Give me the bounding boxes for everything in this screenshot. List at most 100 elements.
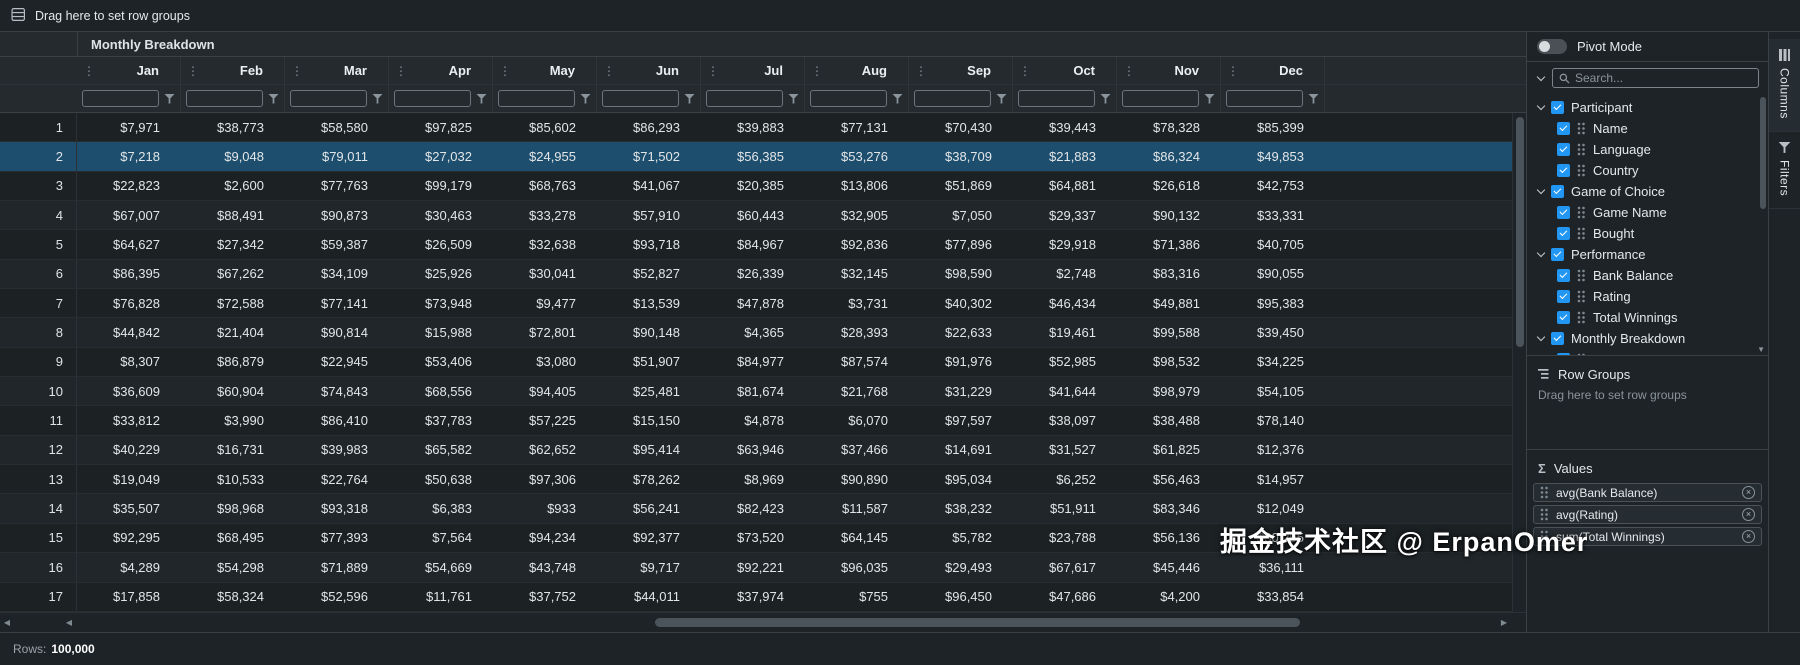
table-row-2[interactable]: 2 $7,218 $9,048 $79,011 $27,032 $24,955 $71,5… [0,142,1526,172]
cell[interactable]: $3,990 [224,413,264,429]
cell[interactable]: $99,179 [425,178,472,194]
cell[interactable]: $10,533 [217,471,264,487]
filter-input-jul[interactable] [706,90,783,107]
cell[interactable]: $22,823 [113,178,160,194]
cell[interactable]: $41,644 [1049,383,1096,399]
cell[interactable]: $38,488 [1153,413,1200,429]
column-menu-icon[interactable]: ⋮ [395,63,407,78]
tree-item-participant[interactable]: Participant [1527,97,1768,118]
cell[interactable]: $22,633 [945,325,992,341]
cell[interactable]: $5,782 [952,530,992,546]
cell[interactable]: $30,463 [425,207,472,223]
cell[interactable]: $77,131 [841,119,888,135]
column-menu-icon[interactable]: ⋮ [603,63,615,78]
cell[interactable]: $44,011 [633,589,680,605]
cell[interactable]: $86,293 [633,119,680,135]
column-checkbox[interactable] [1551,101,1564,114]
cell[interactable]: $26,618 [1153,178,1200,194]
cell[interactable]: $13,806 [841,178,888,194]
cell[interactable]: $77,393 [321,530,368,546]
cell[interactable]: $46,434 [1049,295,1096,311]
cell[interactable]: $39,883 [737,119,784,135]
cell[interactable]: $28,393 [841,325,888,341]
cell[interactable]: $56,463 [1153,471,1200,487]
cell[interactable]: $33,854 [1257,589,1304,605]
cell[interactable]: $44,842 [113,325,160,341]
tree-item-game-name[interactable]: Game Name [1527,202,1768,223]
cell[interactable]: $87,574 [841,354,888,370]
scroll-left-icon[interactable]: ◀ [65,618,73,627]
cell[interactable]: $14,691 [945,442,992,458]
cell[interactable]: $34,109 [321,266,368,282]
cell[interactable]: $61,825 [1153,442,1200,458]
cell[interactable]: $92,836 [841,237,888,253]
column-checkbox[interactable] [1557,269,1570,282]
cell[interactable]: $92,377 [633,530,680,546]
cell[interactable]: $82,423 [737,501,784,517]
cell[interactable]: $41,067 [633,178,680,194]
cell[interactable]: $90,890 [841,471,888,487]
cell[interactable]: $84,967 [737,237,784,253]
cell[interactable]: $73,520 [737,530,784,546]
cell[interactable]: $51,869 [945,178,992,194]
cell[interactable]: $52,596 [321,589,368,605]
cell[interactable]: $33,331 [1257,207,1304,223]
tree-scroll-thumb[interactable] [1760,97,1766,209]
cell[interactable]: $38,232 [945,501,992,517]
cell[interactable]: $21,768 [841,383,888,399]
cell[interactable]: $7,050 [952,207,992,223]
table-row-14[interactable]: 14 $35,507 $98,968 $93,318 $6,383 $933 $56,24… [0,494,1526,524]
row-groups-drop-zone[interactable]: Drag here to set row groups [0,0,1800,32]
drag-handle-icon[interactable] [1577,269,1586,282]
side-tab-filters[interactable]: Filters [1769,132,1800,210]
tree-scrollbar[interactable] [1760,97,1766,343]
column-header-apr[interactable]: ⋮ Apr [389,57,493,84]
cell[interactable]: $29,337 [1049,207,1096,223]
cell[interactable]: $90,873 [321,207,368,223]
cell[interactable]: $33,812 [113,413,160,429]
cell[interactable]: $84,977 [737,354,784,370]
horizontal-scroll-track[interactable] [76,613,1496,632]
column-header-jul[interactable]: ⋮ Jul [701,57,805,84]
filter-input-apr[interactable] [394,90,471,107]
cell[interactable]: $96,035 [841,559,888,575]
cell[interactable]: $64,627 [113,237,160,253]
vertical-scroll-thumb[interactable] [1516,117,1524,347]
cell[interactable]: $83,316 [1153,266,1200,282]
cell[interactable]: $22,945 [321,354,368,370]
cell[interactable]: $76,828 [113,295,160,311]
filter-funnel-icon[interactable] [372,93,383,104]
cell[interactable]: $86,395 [113,266,160,282]
column-header-oct[interactable]: ⋮ Oct [1013,57,1117,84]
drag-handle-icon[interactable] [1577,311,1586,324]
horizontal-scroll-thumb[interactable] [655,618,1300,627]
cell[interactable]: $39,450 [1257,325,1304,341]
column-header-jun[interactable]: ⋮ Jun [597,57,701,84]
cell[interactable]: $38,709 [945,149,992,165]
cell[interactable]: $54,669 [425,559,472,575]
cell[interactable]: $98,532 [1153,354,1200,370]
cell[interactable]: $90,132 [1153,207,1200,223]
cell[interactable]: $94,234 [529,530,576,546]
tree-item-jan[interactable]: Jan [1527,349,1768,355]
cell[interactable]: $24,955 [529,149,576,165]
drag-handle-icon[interactable] [1540,486,1549,499]
drag-handle-icon[interactable] [1577,122,1586,135]
column-checkbox[interactable] [1557,143,1570,156]
cell[interactable]: $9,717 [640,559,680,575]
drag-handle-icon[interactable] [1540,530,1549,543]
cell[interactable]: $97,597 [945,413,992,429]
column-header-aug[interactable]: ⋮ Aug [805,57,909,84]
cell[interactable]: $38,773 [217,119,264,135]
cell[interactable]: $86,410 [321,413,368,429]
column-checkbox[interactable] [1557,227,1570,240]
cell[interactable]: $40,229 [113,442,160,458]
cell[interactable]: $71,502 [633,149,680,165]
cell[interactable]: $67,617 [1049,559,1096,575]
remove-value-icon[interactable]: × [1742,486,1755,499]
table-row-7[interactable]: 7 $76,828 $72,588 $77,141 $73,948 $9,477 $13,… [0,289,1526,319]
tree-item-game-of-choice[interactable]: Game of Choice [1527,181,1768,202]
expand-chevron-icon[interactable] [1536,185,1546,195]
cell[interactable]: $58,580 [321,119,368,135]
cell[interactable]: $2,600 [224,178,264,194]
